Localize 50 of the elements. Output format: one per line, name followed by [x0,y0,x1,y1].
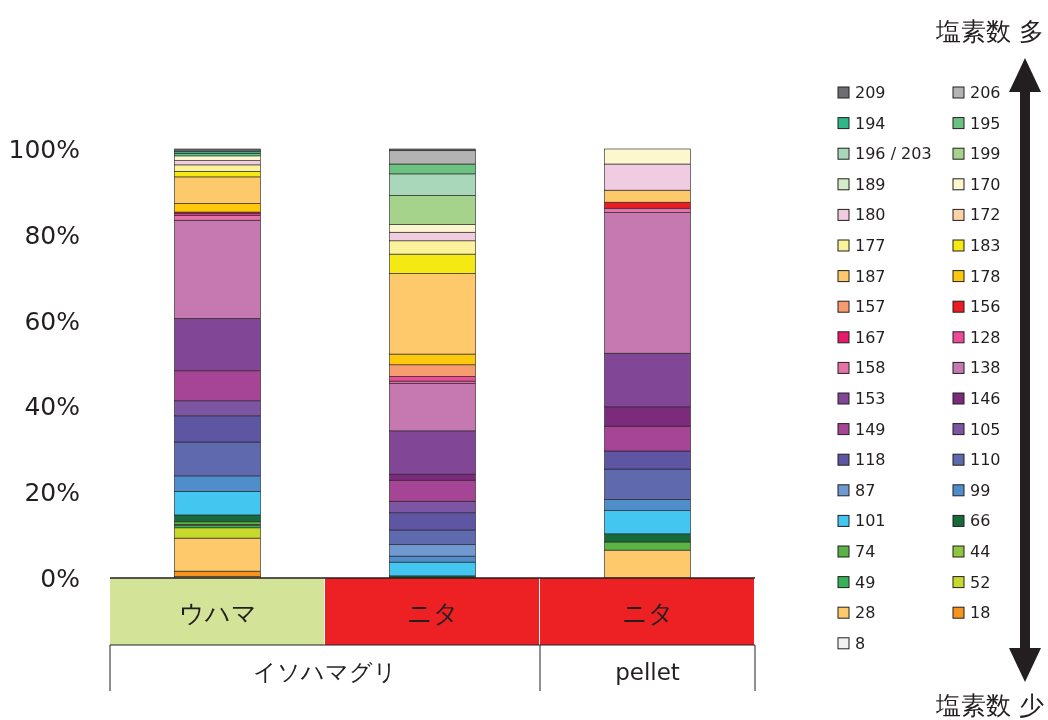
legend-label: 74 [855,542,876,561]
y-tick-label: 20% [24,478,80,508]
legend-label: 156 [970,297,1001,317]
text: pellet [615,659,680,685]
legend-label: 18 [970,603,991,623]
legend-label: 194 [855,113,886,133]
legend-label: 183 [970,236,1001,255]
legend-label: 146 [970,389,1001,408]
legend-label: 110 [970,450,1001,470]
legend-label: 158 [855,358,886,378]
legend-label: 105 [970,419,1001,439]
legend-label: 87 [855,480,876,500]
text: イソハマグリ [253,659,397,685]
legend-label: 8 [855,633,866,653]
legend-label: 172 [970,205,1001,225]
legend-label: 44 [970,542,991,561]
legend-label: 149 [855,419,886,439]
legend-label: 199 [970,144,1001,164]
text: 塩素数 多 [935,17,1044,46]
legend-label: 195 [970,113,1001,133]
x-tick-label: ニタ [621,599,674,628]
y-tick-label: 40% [24,392,80,422]
x-tick-label: ウハマ [178,599,257,628]
legend-label: 138 [970,358,1001,378]
y-tick-label: 80% [24,220,80,250]
legend-label: 118 [855,450,886,470]
legend-label: 28 [855,603,876,623]
legend-label: 180 [855,205,886,225]
legend-label: 189 [855,174,886,194]
legend-label: 66 [970,511,991,531]
legend-label: 157 [855,297,886,317]
legend-label: 101 [855,511,886,531]
y-tick-label: 0% [40,564,80,593]
legend-label: 206 [970,83,1001,102]
legend-label: 196 / 203 [855,144,932,164]
y-tick-label: 100% [8,135,80,164]
legend-label: 153 [855,389,886,408]
legend-label: 178 [970,266,1001,286]
text: 塩素数 少 [935,691,1044,720]
legend-label: 209 [855,83,886,102]
legend-label: 187 [855,266,886,286]
legend-label: 49 [855,572,876,592]
x-tick-label: ニタ [406,599,459,628]
legend-label: 167 [855,327,886,347]
legend-label: 128 [970,327,1001,347]
legend-label: 177 [855,236,886,255]
legend-label: 99 [970,480,991,500]
y-tick-label: 60% [24,306,80,336]
legend-label: 52 [970,572,991,592]
legend-label: 170 [970,174,1001,194]
